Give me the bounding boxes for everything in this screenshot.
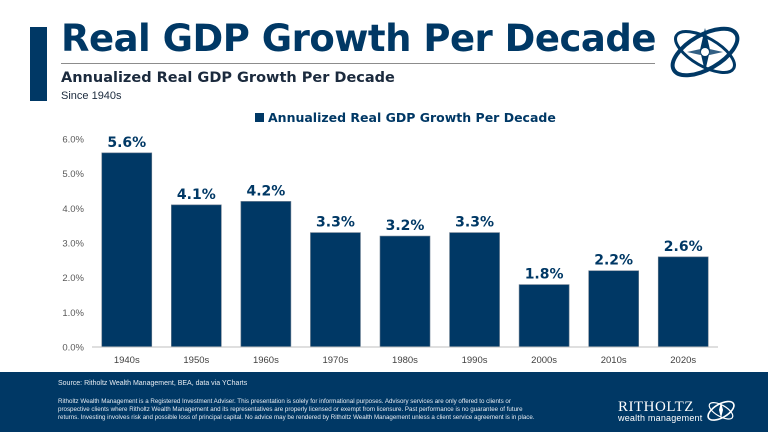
data-label: 2.2%	[594, 253, 633, 269]
title-accent-bar	[30, 27, 47, 101]
title-divider	[61, 63, 655, 64]
bar-1970s	[310, 232, 361, 348]
bar-1960s	[240, 201, 292, 348]
x-tick-label: 2000s	[531, 355, 557, 366]
footer-band	[0, 372, 768, 432]
brand-name: RITHOLTZ	[618, 398, 694, 415]
x-tick-label: 1970s	[322, 355, 348, 366]
data-label: 1.8%	[525, 267, 564, 283]
disclaimer-text: Ritholtz Wealth Management is a Register…	[58, 398, 535, 421]
y-tick-label: 1.0%	[62, 308, 84, 319]
x-tick-label: 1960s	[253, 355, 279, 366]
x-tick-label: 2020s	[670, 355, 696, 366]
y-tick-label: 2.0%	[62, 273, 84, 284]
y-tick-label: 3.0%	[62, 239, 84, 250]
data-label: 4.1%	[177, 187, 216, 203]
legend-swatch	[255, 113, 264, 122]
x-tick-label: 1990s	[462, 355, 488, 366]
chart-legend: Annualized Real GDP Growth Per Decade	[255, 110, 556, 125]
data-label: 3.3%	[316, 215, 355, 231]
data-label: 2.6%	[664, 239, 703, 255]
bar-1950s	[171, 204, 222, 348]
bar-chart: 0.0% 1.0% 2.0% 3.0% 4.0% 5.0% 6.0% 5.6% 1940s 4.1…	[62, 135, 718, 366]
compass-orbit-logo-icon	[670, 26, 740, 78]
y-tick-label: 4.0%	[62, 204, 84, 215]
brand-subtitle: wealth management	[618, 412, 703, 423]
bar-2020s	[657, 256, 709, 348]
chart-period: Since 1940s	[61, 90, 122, 102]
data-label: 4.2%	[246, 183, 285, 199]
bar-1990s	[449, 232, 500, 348]
bar-2010s	[588, 270, 639, 348]
brand-orbit-icon	[707, 400, 736, 421]
bar-1980s	[379, 235, 431, 348]
y-tick-label: 6.0%	[62, 135, 84, 146]
x-tick-label: 2010s	[601, 355, 627, 366]
data-label: 5.6%	[107, 135, 146, 151]
chart-subtitle: Annualized Real GDP Growth Per Decade	[61, 70, 395, 86]
bar-1940s	[101, 152, 153, 348]
data-label: 3.3%	[455, 215, 494, 231]
y-tick-label: 5.0%	[62, 169, 84, 180]
page-title: Real GDP Growth Per Decade	[61, 17, 656, 60]
x-tick-label: 1950s	[183, 355, 209, 366]
data-label: 3.2%	[386, 218, 425, 234]
footer-brand-logo: RITHOLTZ wealth management	[618, 396, 737, 426]
x-tick-label: 1940s	[114, 355, 140, 366]
y-tick-label: 0.0%	[62, 343, 84, 354]
x-tick-label: 1980s	[392, 355, 418, 366]
legend-label: Annualized Real GDP Growth Per Decade	[268, 110, 556, 125]
source-note: Source: Ritholtz Wealth Management, BEA,…	[58, 380, 248, 387]
bar-2000s	[518, 284, 570, 348]
